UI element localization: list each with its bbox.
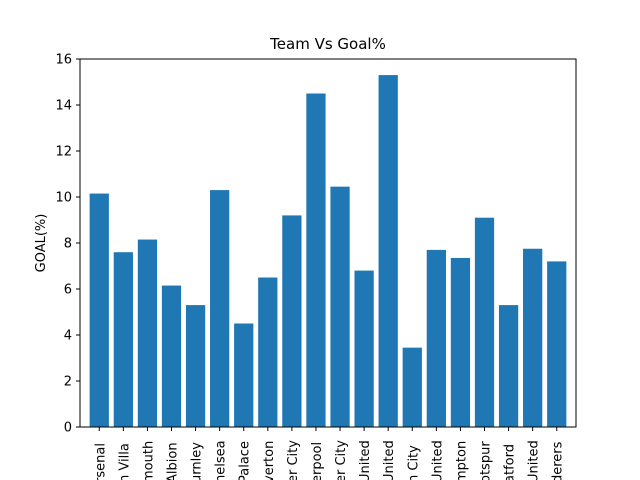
bar	[161, 285, 182, 427]
x-tick-label: derers	[551, 441, 566, 480]
bar	[306, 93, 326, 427]
x-tick-label: h City	[406, 445, 421, 480]
x-tick-label: helsea	[214, 440, 229, 480]
y-tick-label: 2	[64, 375, 72, 390]
x-tick-label: mpton	[454, 441, 469, 480]
bar	[547, 261, 567, 427]
y-tick-label: 12	[55, 145, 72, 160]
x-tick-label: er City	[334, 440, 349, 480]
bar	[330, 186, 350, 427]
plot-frame	[79, 58, 577, 428]
x-tick-label: United	[527, 440, 542, 480]
y-tick-label: 4	[64, 329, 72, 344]
y-tick-label: 10	[55, 191, 72, 206]
bar	[185, 305, 206, 427]
x-tick-label: otspur	[479, 441, 494, 480]
bar	[89, 193, 109, 427]
chart-title: Team Vs Goal%	[269, 35, 386, 53]
bar	[210, 190, 230, 427]
x-tick-label: United	[430, 440, 445, 480]
x-tick-label: atford	[503, 444, 518, 480]
x-tick-label: er City	[286, 440, 301, 480]
y-axis-label: GOAL(%)	[34, 214, 49, 273]
bar	[234, 323, 254, 427]
bar	[402, 347, 422, 427]
bar	[282, 215, 302, 427]
x-tick-label: n Villa	[117, 443, 132, 480]
bar	[258, 277, 278, 427]
x-axis-ticks: rsenal n Villa mouth Albion urnley helsea Pala…	[93, 427, 566, 480]
bar	[137, 239, 158, 427]
x-tick-label: United	[358, 440, 373, 480]
x-tick-label: erpool	[310, 442, 325, 480]
y-tick-label: 0	[64, 421, 72, 436]
y-tick-label: 8	[64, 237, 72, 252]
x-tick-label: United	[382, 440, 397, 480]
bar	[113, 252, 133, 427]
x-tick-label: mouth	[141, 441, 156, 480]
bar	[523, 248, 543, 427]
x-tick-label: urnley	[190, 442, 205, 480]
bar	[354, 270, 374, 427]
bar	[498, 305, 519, 427]
y-tick-label: 6	[64, 283, 72, 298]
bar	[474, 217, 495, 427]
x-tick-label: Palace	[238, 441, 253, 480]
bar	[426, 249, 446, 427]
x-tick-label: rsenal	[93, 443, 108, 480]
bar	[450, 257, 471, 427]
y-axis-ticks: 0 2 4 6 8 10 12 14 16	[55, 53, 80, 436]
y-tick-label: 16	[55, 53, 72, 68]
y-tick-label: 14	[55, 99, 72, 114]
bar	[378, 75, 398, 427]
x-tick-label: Albion	[166, 442, 181, 480]
x-tick-label: verton	[262, 441, 277, 480]
bars-group	[89, 75, 567, 427]
